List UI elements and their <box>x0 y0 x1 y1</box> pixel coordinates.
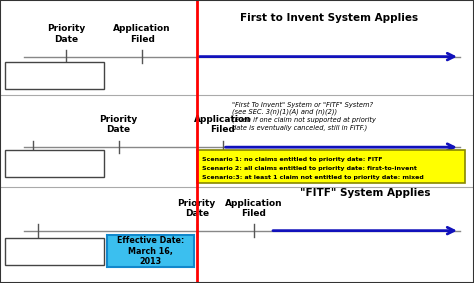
Text: Priority
Date: Priority Date <box>47 24 85 44</box>
Text: Scenario 1: no claims entitled to priority date: FITF: Scenario 1: no claims entitled to priori… <box>202 157 383 162</box>
Text: Effective Date:
March 16,
2013: Effective Date: March 16, 2013 <box>117 236 184 266</box>
Text: Scenario:3: at least 1 claim not entitled to priority date: mixed: Scenario:3: at least 1 claim not entitle… <box>202 175 424 180</box>
Text: Application
Filed: Application Filed <box>194 115 252 134</box>
Text: Application
Filed: Application Filed <box>113 24 171 44</box>
Text: "FITF" System Applies: "FITF" System Applies <box>300 188 430 198</box>
Text: Application
Filed: Application Filed <box>225 198 283 218</box>
Bar <box>5 62 104 89</box>
Text: Scenario 2: all claims entitled to priority date: first-to-invent: Scenario 2: all claims entitled to prior… <box>202 166 417 171</box>
Text: Enactment:
Sept. 16, 2011: Enactment: Sept. 16, 2011 <box>28 157 81 170</box>
Bar <box>5 150 104 177</box>
Text: "First To Invent" System or "FITF" System?
(see SEC. 3(n)(1)(A) and (n)(2))
(Eve: "First To Invent" System or "FITF" Syste… <box>232 102 376 131</box>
Bar <box>5 238 104 265</box>
Text: Priority
Date: Priority Date <box>178 198 216 218</box>
Text: Enactment:
Sept. 16, 2011: Enactment: Sept. 16, 2011 <box>28 69 81 82</box>
Bar <box>197 150 465 183</box>
Text: Priority
Date: Priority Date <box>100 115 137 134</box>
Bar <box>107 235 194 267</box>
Text: Enactment:
Sept. 16, 2011: Enactment: Sept. 16, 2011 <box>28 245 81 258</box>
Text: First to Invent System Applies: First to Invent System Applies <box>240 13 419 23</box>
